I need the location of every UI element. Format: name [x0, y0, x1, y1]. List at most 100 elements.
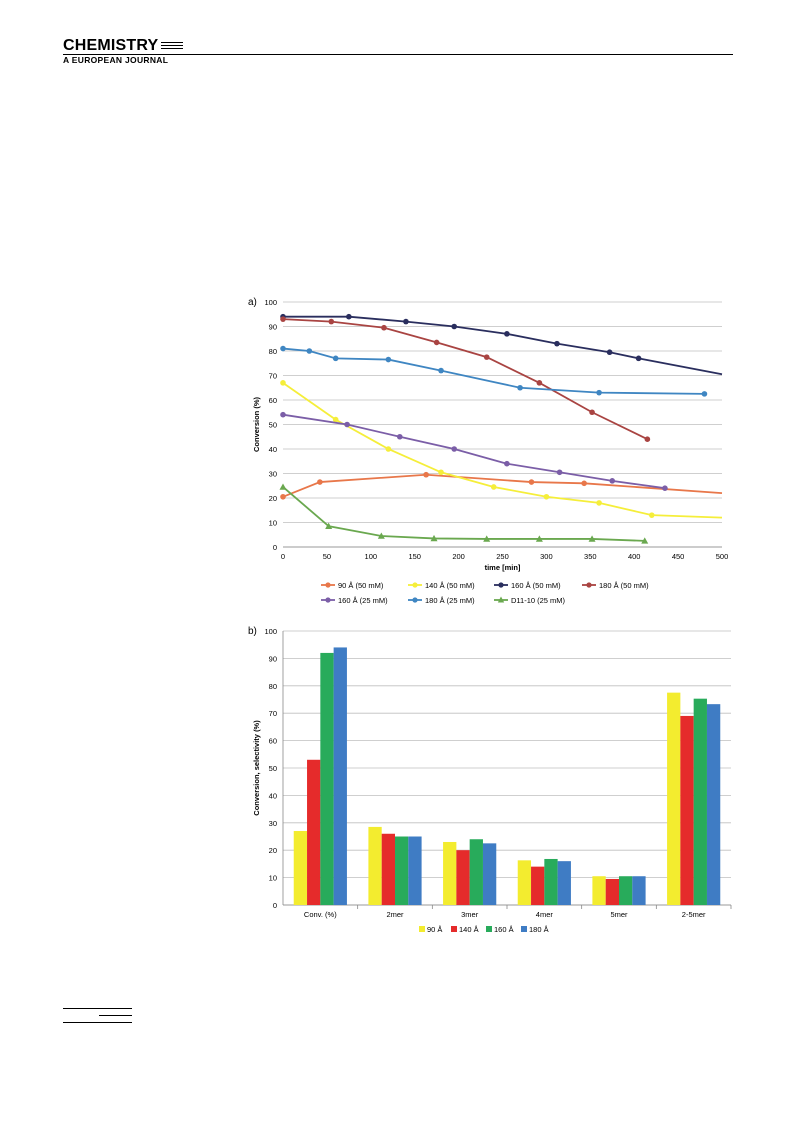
bar	[408, 836, 422, 905]
legend-label: 160 Å (50 mM)	[511, 581, 561, 590]
panel-label: b)	[248, 626, 257, 637]
y-tick-label: 30	[269, 819, 277, 828]
x-tick-label: 4mer	[536, 910, 554, 919]
data-point	[581, 480, 587, 487]
data-point	[644, 436, 651, 443]
series-line	[282, 413, 666, 490]
legend-marker	[412, 597, 418, 603]
series	[280, 316, 651, 443]
y-tick-label: 30	[269, 470, 277, 479]
data-point	[662, 485, 668, 492]
legend-marker	[498, 582, 504, 588]
footnote-rule-2	[99, 1015, 132, 1016]
bar	[368, 826, 382, 905]
y-tick-label: 70	[269, 372, 277, 381]
data-point	[556, 469, 563, 476]
data-point	[451, 323, 458, 330]
data-point	[332, 355, 339, 362]
data-point	[596, 389, 602, 396]
legend-item: 180 Å (50 mM)	[582, 581, 649, 590]
legend-label: 180 Å (25 mM)	[425, 596, 475, 605]
bar-chart: b) 0 10 20 30 40 50 60 70 80 90 100 Conversion, sele…	[248, 626, 732, 934]
y-tick-label: 50	[269, 421, 277, 430]
data-point	[385, 356, 392, 363]
x-tick-label: 150	[408, 552, 421, 561]
y-tick-label: 90	[269, 323, 277, 332]
data-point	[385, 446, 392, 452]
data-point	[504, 460, 510, 467]
bar	[333, 647, 347, 905]
bar	[517, 860, 532, 905]
series	[280, 471, 723, 500]
y-tick-label: 60	[269, 396, 277, 405]
legend-item: 180 Å (25 mM)	[408, 596, 475, 605]
series-line	[282, 347, 705, 395]
x-tick-label: 100	[365, 552, 378, 561]
series	[280, 313, 723, 376]
legend-item: D11-10 (25 mM)	[494, 596, 566, 605]
data-point	[701, 391, 708, 397]
legend-label: 160 Å	[494, 925, 514, 934]
y-tick-label: 70	[269, 709, 277, 718]
legend-swatch	[451, 926, 457, 932]
data-point	[483, 354, 490, 360]
data-point	[433, 339, 440, 346]
series	[280, 380, 723, 519]
data-point	[346, 313, 352, 320]
bar	[443, 841, 457, 905]
data-point	[438, 367, 444, 374]
x-tick-label: 500	[716, 552, 729, 561]
x-tick-label: 400	[628, 552, 641, 561]
y-tick-label: 10	[269, 874, 277, 883]
data-point	[377, 532, 385, 539]
bar	[619, 876, 633, 905]
legend-label: 140 Å (50 mM)	[425, 581, 475, 590]
data-point	[483, 535, 491, 542]
y-tick-label: 10	[269, 519, 277, 528]
y-axis-title: Conversion (%)	[252, 397, 261, 453]
legend-marker	[586, 582, 592, 588]
data-point	[332, 416, 339, 423]
data-point	[280, 380, 286, 386]
data-point	[504, 331, 510, 337]
bar	[293, 831, 308, 905]
data-point	[641, 537, 649, 544]
x-tick-label: 0	[281, 552, 285, 561]
header-rule	[63, 54, 733, 56]
bar	[307, 759, 321, 905]
line-chart: a) 0 10 20 30 40 50 60 70 80 90 100 0 50 100 150 200 250 3…	[248, 297, 728, 605]
y-tick-label: 0	[273, 543, 277, 552]
y-tick-label: 40	[269, 791, 277, 800]
data-point	[517, 384, 523, 391]
data-point	[306, 348, 313, 354]
bar	[469, 839, 483, 905]
legend-item: 160 Å (25 mM)	[321, 596, 388, 605]
x-tick-label: 350	[584, 552, 597, 561]
x-tick-label: 2-5mer	[682, 910, 706, 919]
series-line	[282, 318, 648, 441]
series-line	[282, 473, 723, 498]
data-point	[543, 493, 550, 500]
y-tick-label: 0	[273, 901, 277, 910]
data-point	[396, 433, 403, 440]
x-tick-label: 250	[496, 552, 509, 561]
series-line	[282, 486, 645, 542]
footnote-rule-1	[63, 1008, 132, 1009]
data-point	[381, 324, 387, 331]
bar	[680, 715, 694, 905]
legend-marker	[497, 596, 505, 603]
data-point	[609, 478, 616, 484]
bar	[531, 866, 545, 905]
x-tick-label: Conv. (%)	[304, 910, 337, 919]
legend-item: 140 Å (50 mM)	[408, 581, 475, 590]
journal-header: CHEMISTRY A EUROPEAN JOURNAL	[63, 34, 733, 68]
series	[280, 411, 668, 492]
legend-label: 160 Å (25 mM)	[338, 596, 388, 605]
bar	[482, 843, 497, 905]
legend-label: D11-10 (25 mM)	[511, 596, 566, 605]
data-point	[280, 493, 286, 500]
legend-label: 140 Å	[459, 925, 479, 934]
legend-item: 140 Å	[451, 925, 479, 934]
x-axis-title: time [min]	[485, 563, 521, 572]
